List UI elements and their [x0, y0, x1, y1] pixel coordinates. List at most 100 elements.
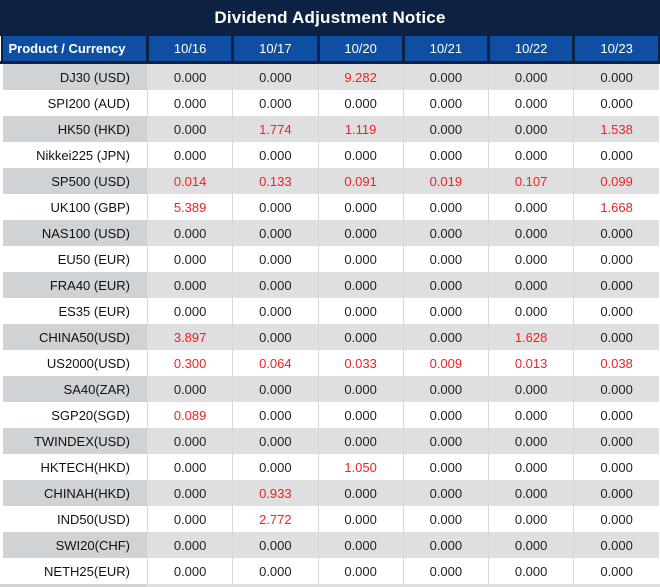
- table-row: NAS100 (USD) 0.000 0.000 0.000 0.000 0.000 0.0…: [0, 220, 659, 246]
- value-cell: 0.000: [402, 220, 489, 246]
- value-cell: 0.000: [402, 246, 489, 272]
- table-row: NETH25(EUR) 0.000 0.000 0.000 0.000 0.000 0.00…: [0, 558, 659, 584]
- value-cell: 0.000: [146, 142, 233, 168]
- value-cell: 0.000: [573, 90, 659, 116]
- value-cell: 0.000: [317, 194, 404, 220]
- value-cell: 0.000: [232, 298, 318, 324]
- value-cell: 3.897: [146, 324, 233, 350]
- value-cell: 0.019: [402, 168, 489, 194]
- value-cell: 0.000: [317, 246, 404, 272]
- value-cell: 0.000: [487, 62, 574, 90]
- value-cell: 0.000: [317, 90, 404, 116]
- value-cell: 1.628: [487, 324, 574, 350]
- value-cell: 0.000: [232, 558, 318, 584]
- value-cell: 0.000: [402, 194, 489, 220]
- value-cell: 0.000: [232, 324, 318, 350]
- bottom-partial-data-cells: [146, 584, 660, 587]
- value-cell: 0.000: [573, 480, 659, 506]
- column-header-date: 10/22: [486, 36, 574, 64]
- value-cell: 0.000: [146, 532, 233, 558]
- table-row: SPI200 (AUD) 0.000 0.000 0.000 0.000 0.000 0.0…: [0, 90, 659, 116]
- value-cell: 0.000: [232, 220, 318, 246]
- value-cell: 5.389: [146, 194, 233, 220]
- value-cell: 0.000: [573, 298, 659, 324]
- column-header-date: 10/20: [316, 36, 404, 64]
- bottom-partial-row: [0, 584, 660, 587]
- value-cell: 0.000: [146, 454, 233, 480]
- table-row: EU50 (EUR) 0.000 0.000 0.000 0.000 0.000 0.000: [0, 246, 659, 272]
- value-cell: 0.000: [317, 558, 404, 584]
- value-cell: 0.000: [146, 480, 233, 506]
- value-cell: 0.000: [573, 220, 659, 246]
- product-cell: US2000(USD): [0, 350, 148, 376]
- value-cell: 1.774: [232, 116, 318, 142]
- value-cell: 0.000: [146, 90, 233, 116]
- product-cell: NETH25(EUR): [0, 558, 148, 584]
- value-cell: 0.000: [146, 558, 233, 584]
- value-cell: 0.000: [232, 194, 318, 220]
- table-header: Product / Currency 10/16 10/17 10/20 10/21 1…: [0, 36, 660, 64]
- value-cell: 0.000: [317, 298, 404, 324]
- value-cell: 0.000: [146, 116, 233, 142]
- value-cell: 2.772: [232, 506, 318, 532]
- product-cell: EU50 (EUR): [0, 246, 148, 272]
- product-cell: SWI20(CHF): [0, 532, 148, 558]
- value-cell: 0.000: [487, 376, 574, 402]
- value-cell: 0.133: [232, 168, 318, 194]
- value-cell: 0.000: [487, 90, 574, 116]
- value-cell: 0.000: [317, 532, 404, 558]
- product-cell: ES35 (EUR): [0, 298, 148, 324]
- value-cell: 0.000: [402, 532, 489, 558]
- column-header-date: 10/21: [401, 36, 489, 64]
- value-cell: 0.000: [402, 90, 489, 116]
- value-cell: 0.064: [232, 350, 318, 376]
- value-cell: 0.000: [317, 480, 404, 506]
- value-cell: 0.000: [402, 454, 489, 480]
- table-row: CHINA50(USD) 3.897 0.000 0.000 0.000 1.628 0.0…: [0, 324, 659, 350]
- value-cell: 0.000: [232, 454, 318, 480]
- value-cell: 0.000: [487, 142, 574, 168]
- value-cell: 0.000: [573, 62, 659, 90]
- value-cell: 1.538: [573, 116, 659, 142]
- value-cell: 0.000: [402, 506, 489, 532]
- value-cell: 0.000: [573, 532, 659, 558]
- value-cell: 0.300: [146, 350, 233, 376]
- value-cell: 0.000: [232, 532, 318, 558]
- value-cell: 0.091: [317, 168, 404, 194]
- value-cell: 0.000: [232, 428, 318, 454]
- product-cell: HKTECH(HKD): [0, 454, 148, 480]
- value-cell: 0.000: [487, 454, 574, 480]
- table-row: SP500 (USD) 0.014 0.133 0.091 0.019 0.107 0.09…: [0, 168, 659, 194]
- product-cell: SGP20(SGD): [0, 402, 148, 428]
- table-row: IND50(USD) 0.000 2.772 0.000 0.000 0.000 0.000: [0, 506, 659, 532]
- product-cell: SPI200 (AUD): [0, 90, 148, 116]
- value-cell: 0.000: [146, 428, 233, 454]
- column-header-date: 10/23: [572, 36, 660, 64]
- dividend-table: Product / Currency 10/16 10/17 10/20 10/21 1…: [0, 36, 660, 584]
- value-cell: 1.119: [317, 116, 404, 142]
- value-cell: 0.000: [487, 272, 574, 298]
- value-cell: 0.000: [573, 558, 659, 584]
- value-cell: 0.000: [146, 246, 233, 272]
- value-cell: 0.000: [146, 272, 233, 298]
- value-cell: 0.000: [232, 272, 318, 298]
- value-cell: 0.000: [487, 480, 574, 506]
- value-cell: 0.000: [402, 480, 489, 506]
- value-cell: 0.000: [573, 428, 659, 454]
- product-cell: DJ30 (USD): [0, 62, 148, 90]
- table-row: HKTECH(HKD) 0.000 0.000 1.050 0.000 0.000 0.00…: [0, 454, 659, 480]
- value-cell: 0.000: [573, 402, 659, 428]
- value-cell: 0.000: [487, 220, 574, 246]
- table-row: UK100 (GBP) 5.389 0.000 0.000 0.000 0.000 1.66…: [0, 194, 659, 220]
- value-cell: 0.014: [146, 168, 233, 194]
- product-cell: NAS100 (USD): [0, 220, 148, 246]
- value-cell: 0.000: [146, 376, 233, 402]
- table-row: SGP20(SGD) 0.089 0.000 0.000 0.000 0.000 0.000: [0, 402, 659, 428]
- table-row: HK50 (HKD) 0.000 1.774 1.119 0.000 0.000 1.538: [0, 116, 659, 142]
- value-cell: 0.000: [146, 62, 233, 90]
- value-cell: 0.000: [487, 246, 574, 272]
- column-header-date: 10/17: [231, 36, 318, 64]
- table-row: SWI20(CHF) 0.000 0.000 0.000 0.000 0.000 0.000: [0, 532, 659, 558]
- table-row: Nikkei225 (JPN) 0.000 0.000 0.000 0.000 0.000…: [0, 142, 659, 168]
